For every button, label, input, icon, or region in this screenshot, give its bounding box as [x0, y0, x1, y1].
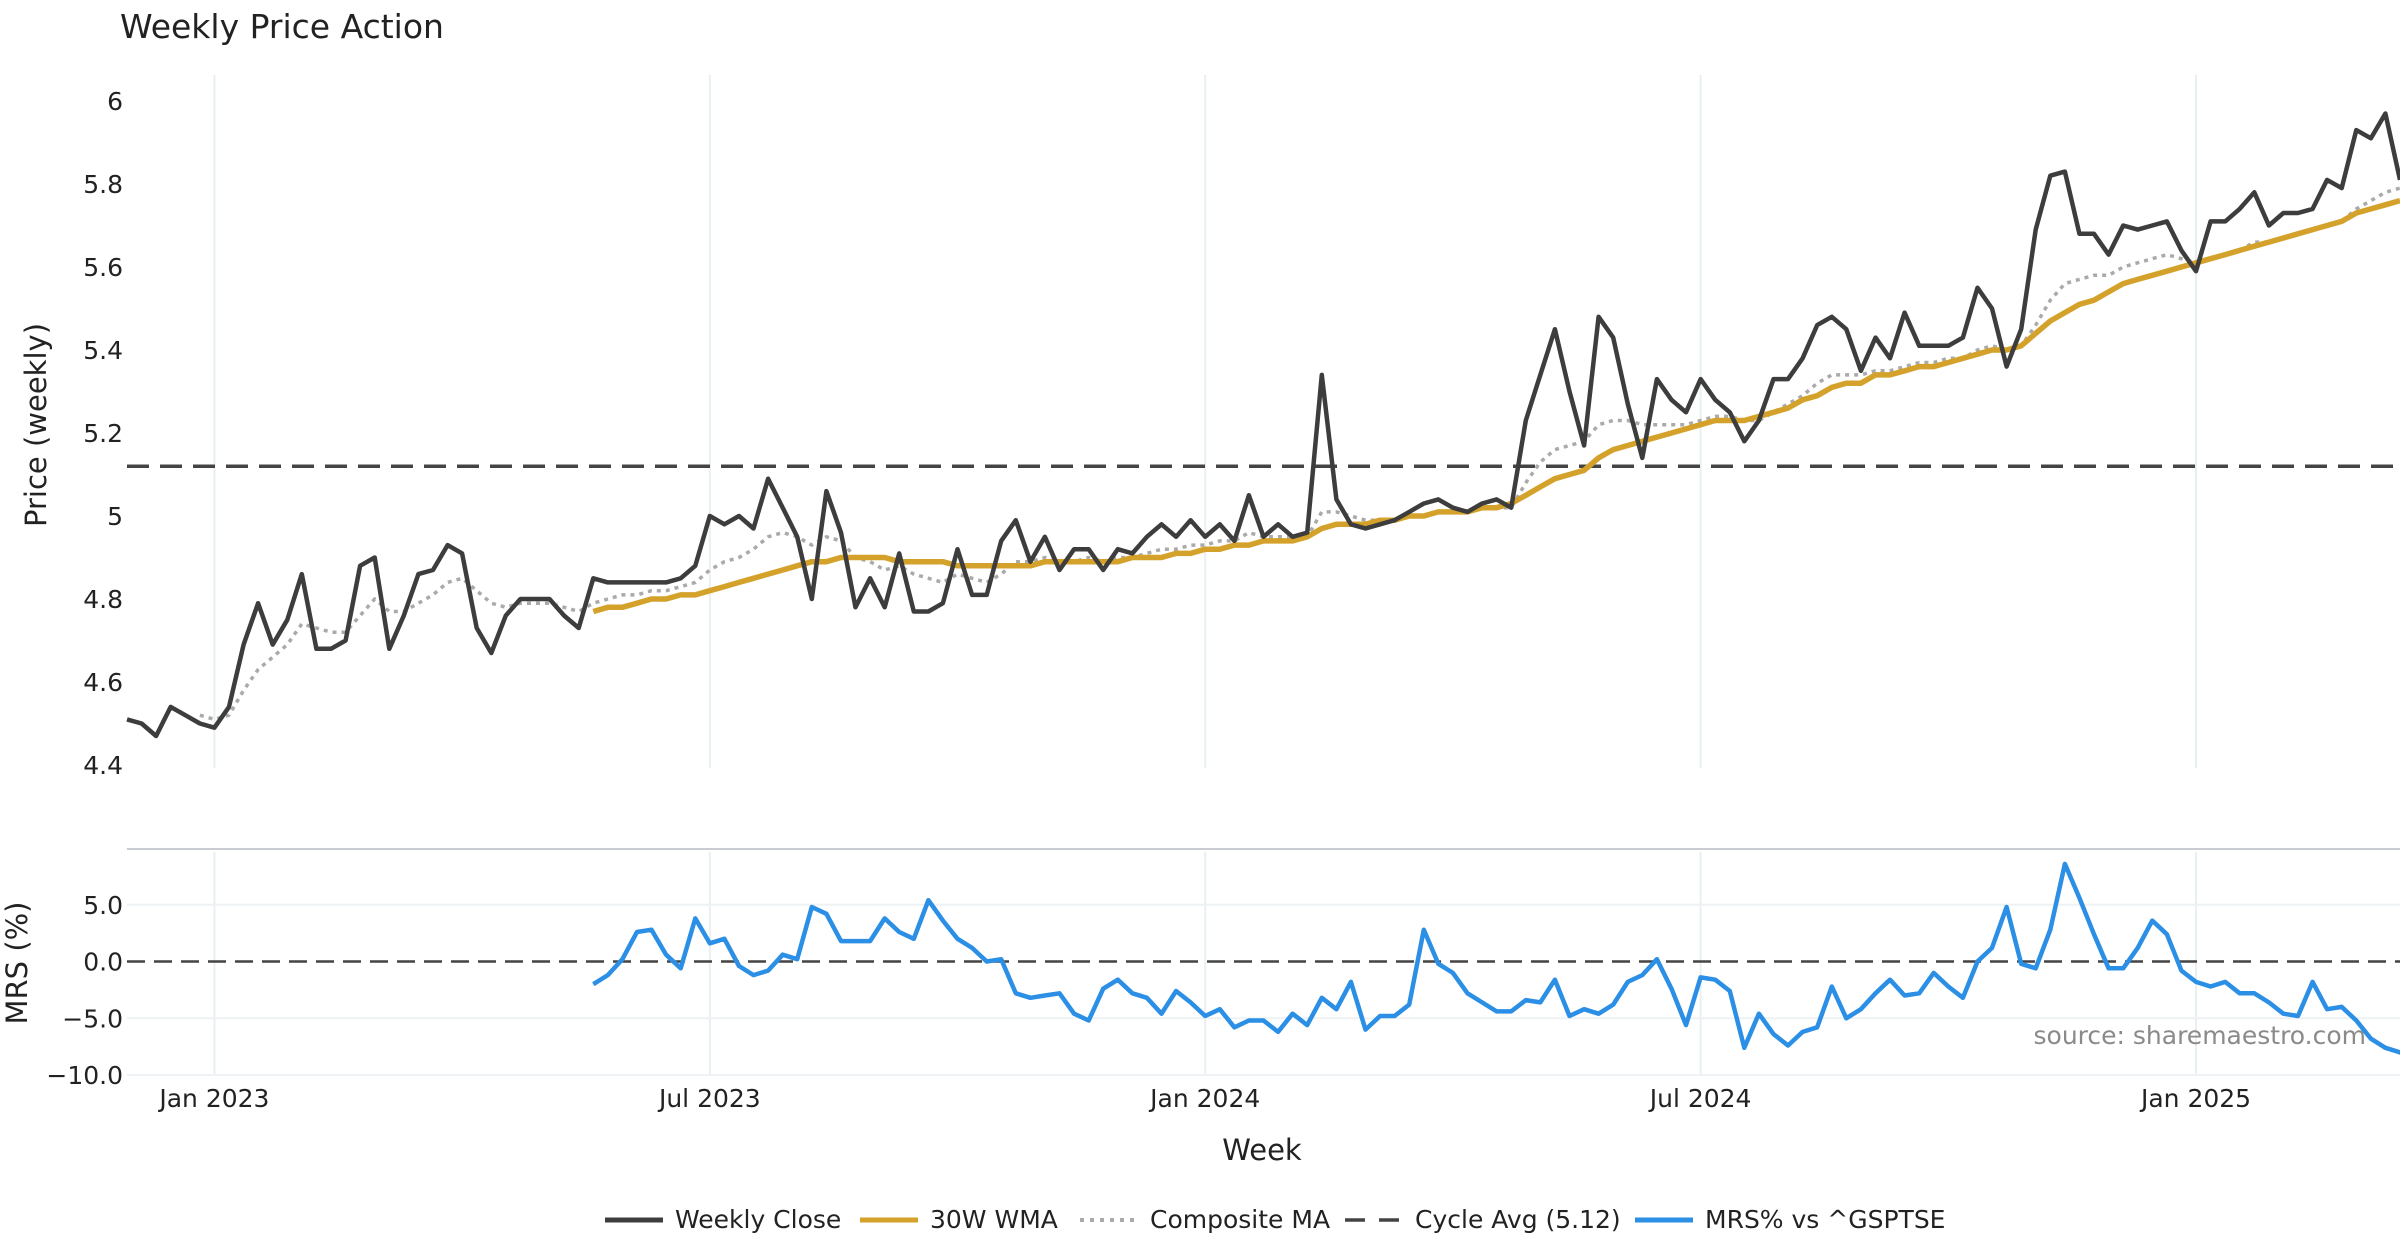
price-y-tick-label: 5.2 — [83, 419, 123, 448]
x-tick-label: Jan 2024 — [1148, 1084, 1260, 1113]
price-axis-label: Price (weekly) — [19, 323, 53, 527]
legend-label: Weekly Close — [675, 1205, 841, 1234]
mrs-y-tick-label: 0.0 — [83, 948, 123, 977]
price-y-tick-label: 6 — [107, 87, 123, 116]
legend-label: Composite MA — [1150, 1205, 1330, 1234]
price-y-tick-label: 4.6 — [83, 668, 123, 697]
wma-30-line — [592, 197, 2400, 615]
chart-title: Weekly Price Action — [120, 7, 444, 46]
x-tick-label: Jan 2023 — [157, 1084, 269, 1113]
source-watermark: source: sharemaestro.com — [2034, 1021, 2367, 1050]
mrs-y-ticks: 5.0 0.0 −5.0 −10.0 — [46, 891, 123, 1090]
price-y-ticks: 4.4 4.6 4.8 5 5.2 5.4 5.6 5.8 6 — [83, 87, 123, 780]
mrs-y-tick-label: −5.0 — [62, 1004, 123, 1033]
price-y-tick-label: 5.8 — [83, 170, 123, 199]
mrs-line — [592, 861, 2400, 1055]
price-y-tick-label: 4.8 — [83, 585, 123, 614]
price-y-tick-label: 5.6 — [83, 253, 123, 282]
grid-layer — [127, 75, 2400, 1076]
legend-item: Composite MA — [1080, 1205, 1330, 1234]
mrs-y-tick-label: −10.0 — [46, 1061, 123, 1090]
x-tick-label: Jan 2025 — [2139, 1084, 2251, 1113]
mrs-axis-label: MRS (%) — [0, 902, 34, 1025]
mrs-y-tick-label: 5.0 — [83, 891, 123, 920]
legend-label: MRS% vs ^GSPTSE — [1705, 1205, 1945, 1234]
legend-item: Weekly Close — [605, 1205, 841, 1234]
x-ticks: Jan 2023 Jul 2023 Jan 2024 Jul 2024 Jan 2025… — [157, 1084, 2251, 1113]
price-y-tick-label: 5 — [107, 502, 123, 531]
x-axis-label: Week — [1222, 1133, 1302, 1167]
legend-item: MRS% vs ^GSPTSE — [1635, 1205, 1945, 1234]
legend-label: 30W WMA — [930, 1205, 1058, 1234]
legend: Weekly Close 30W WMA Composite MA Cycle Avg… — [605, 1205, 1945, 1234]
weekly-close-line — [126, 111, 2400, 739]
legend-item: 30W WMA — [860, 1205, 1058, 1234]
legend-item: Cycle Avg (5.12) — [1345, 1205, 1621, 1234]
price-y-tick-label: 5.4 — [83, 336, 123, 365]
legend-label: Cycle Avg (5.12) — [1415, 1205, 1621, 1234]
price-y-tick-label: 4.4 — [83, 751, 123, 780]
x-tick-label: Jul 2023 — [657, 1084, 761, 1113]
x-tick-label: Jul 2024 — [1648, 1084, 1752, 1113]
